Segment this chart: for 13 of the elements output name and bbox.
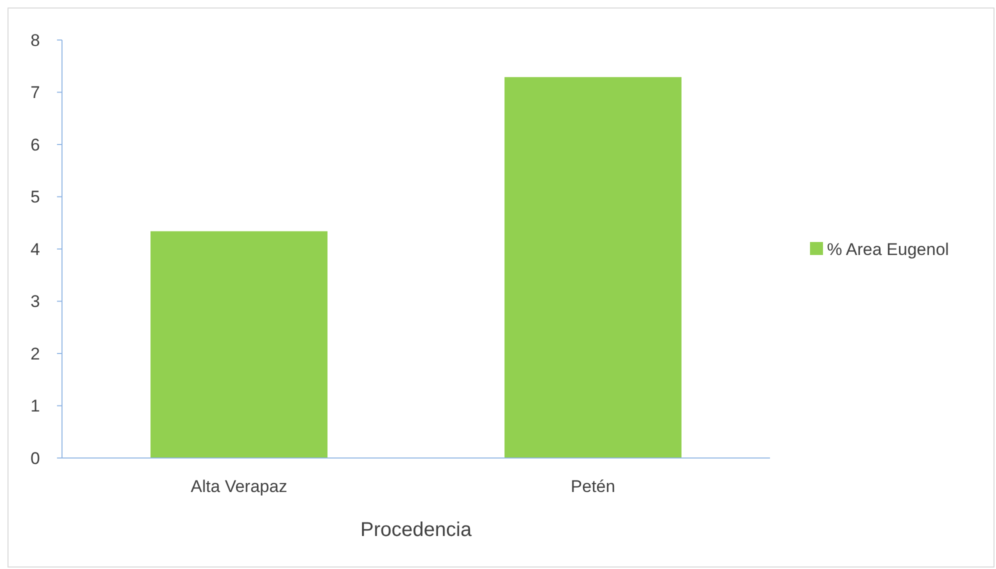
x-axis-title: Procedencia [360,519,472,541]
y-tick-label: 0 [30,448,40,468]
y-tick-label: 2 [30,344,40,364]
y-tick-label: 7 [30,83,40,102]
y-tick-label: 4 [30,240,40,259]
y-tick-label: 3 [30,292,40,312]
y-tick-label: 8 [30,30,40,50]
y-tick-label: 5 [30,188,40,207]
y-tick-label: 6 [30,135,40,154]
legend-label: % Area Eugenol [827,240,949,259]
x-tick-label: Alta Verapaz [190,477,288,496]
x-tick-label: Petén [570,477,616,496]
y-tick-label: 1 [30,396,40,416]
